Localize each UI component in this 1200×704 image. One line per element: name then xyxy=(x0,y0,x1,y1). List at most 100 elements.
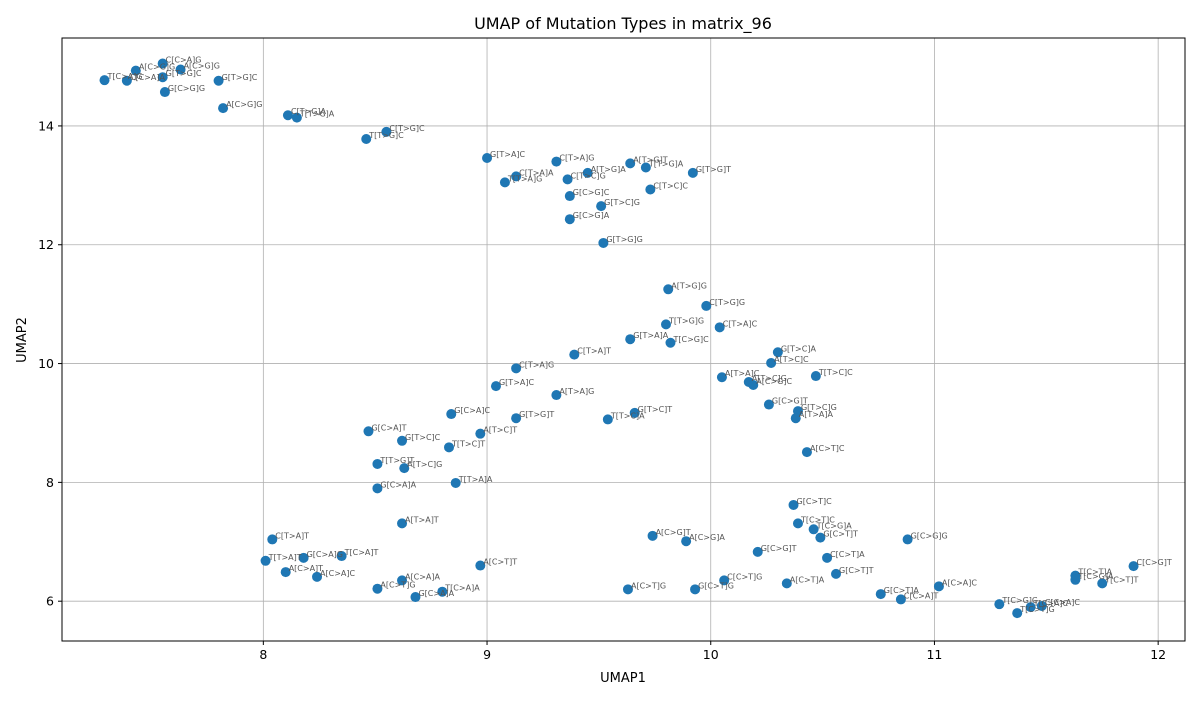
point-label: G[T>A]C xyxy=(490,150,526,159)
point-label: G[C>T]C xyxy=(797,497,833,506)
y-tick-label: 10 xyxy=(38,356,54,371)
scatter-point xyxy=(397,435,408,446)
scatter-point xyxy=(372,458,383,469)
scatter-point xyxy=(562,174,573,185)
scatter-point xyxy=(596,201,607,212)
scatter-point xyxy=(790,413,801,424)
point-label: T[T>G]G xyxy=(668,316,704,325)
point-label: A[C>T]T xyxy=(483,558,517,567)
scatter-point xyxy=(267,534,278,545)
y-tick-label: 12 xyxy=(38,237,54,252)
scatter-point xyxy=(645,184,656,195)
point-label: G[C>G]G xyxy=(168,84,205,93)
point-label: T[T>A]T xyxy=(268,553,302,562)
point-label: A[T>C]G xyxy=(407,460,442,469)
scatter-point xyxy=(1012,608,1023,619)
scatter-point xyxy=(99,75,110,86)
scatter-point xyxy=(781,578,792,589)
point-label: T[T>G]A xyxy=(648,160,684,169)
point-label: T[T>G]C xyxy=(368,131,404,140)
point-label: A[C>A]C xyxy=(942,578,977,587)
point-label: T[C>T]T xyxy=(1104,575,1138,584)
scatter-point xyxy=(622,584,633,595)
point-label: A[T>A]G xyxy=(559,387,594,396)
scatter-point xyxy=(598,237,609,248)
scatter-point xyxy=(282,110,293,121)
point-label: G[T>C]G xyxy=(604,198,640,207)
scatter-point xyxy=(1070,574,1081,585)
point-label: A[T>G]G xyxy=(671,281,707,290)
point-label: G[C>G]T xyxy=(761,544,797,553)
y-axis-ticks: 6 8 10 12 14 xyxy=(38,118,62,609)
scatter-point xyxy=(801,447,812,458)
point-label: G[T>G]T xyxy=(696,165,731,174)
scatter-point xyxy=(564,214,575,225)
point-label: C[C>A]C xyxy=(1045,598,1081,607)
point-label: A[C>G]C xyxy=(756,377,792,386)
point-label: G[T>C]C xyxy=(405,433,441,442)
scatter-point xyxy=(312,571,323,582)
point-label: G[C>A]G xyxy=(307,550,343,559)
scatter-point xyxy=(994,599,1005,610)
scatter-point xyxy=(772,347,783,358)
point-label: G[T>G]C xyxy=(222,73,258,82)
point-label: C[C>G]T xyxy=(1137,558,1172,567)
scatter-point xyxy=(719,575,730,586)
scatter-point xyxy=(490,381,501,392)
scatter-point xyxy=(647,530,658,541)
scatter-point xyxy=(788,499,799,510)
scatter-point xyxy=(665,337,676,348)
point-label: G[C>A]C xyxy=(454,406,490,415)
scatter-point xyxy=(625,334,636,345)
point-label: G[T>G]G xyxy=(606,235,642,244)
point-label: C[T>A]G xyxy=(559,154,594,163)
point-label: A[T>A]A xyxy=(799,410,834,419)
scatter-point xyxy=(450,477,461,488)
point-label: C[T>A]T xyxy=(577,347,611,356)
scatter-point xyxy=(714,322,725,333)
scatter-point xyxy=(822,552,833,563)
point-label: T[T>G]T xyxy=(379,456,414,465)
scatter-point xyxy=(410,592,421,603)
point-labels: C[C>A]GA[C>G]G A[C>G]GG[T>G]CT[C>A]GC[C>A… xyxy=(107,56,1172,615)
point-label: T[C>G]C xyxy=(672,335,709,344)
point-label: G[C>G]A xyxy=(573,211,610,220)
scatter-point xyxy=(298,552,309,563)
point-label: G[T>C]G xyxy=(801,403,837,412)
point-label: G[C>G]C xyxy=(573,188,610,197)
x-axis-label: UMAP1 xyxy=(600,671,646,686)
point-label: A[C>A]A xyxy=(405,572,440,581)
point-label: A[C>G]G xyxy=(139,63,175,72)
point-label: C[T>A]C xyxy=(723,319,758,328)
point-label: T[T>A]A xyxy=(458,475,493,484)
point-label: G[C>T]T xyxy=(839,566,874,575)
point-label: T[T>C]T xyxy=(451,439,485,448)
scatter-point xyxy=(687,167,698,178)
scatter-point xyxy=(260,555,271,566)
point-label: A[C>G]G xyxy=(184,61,220,70)
point-label: A[T>G]T xyxy=(633,155,668,164)
point-label: G[T>A]C xyxy=(499,378,535,387)
point-label: T[T>C]C xyxy=(818,368,853,377)
point-label: A[C>T]C xyxy=(810,444,845,453)
point-label: A[T>C]T xyxy=(483,426,517,435)
scatter-point xyxy=(690,584,701,595)
scatter-point xyxy=(397,575,408,586)
scatter-point xyxy=(875,589,886,600)
chart-title: UMAP of Mutation Types in matrix_96 xyxy=(474,14,772,34)
scatter-point xyxy=(831,568,842,579)
scatter-point xyxy=(808,524,819,535)
point-label: T[C>G]A xyxy=(816,521,853,530)
point-label: C[C>A]T xyxy=(904,591,939,600)
scatter-point xyxy=(157,58,168,69)
point-label: G[C>A]T xyxy=(371,423,406,432)
point-label: T[C>G]A xyxy=(1077,572,1114,581)
scatter-point xyxy=(763,399,774,410)
point-label: T[C>A]T xyxy=(344,548,379,557)
point-label: C[T>A]G xyxy=(519,360,554,369)
grid-lines xyxy=(62,38,1185,641)
scatter-point xyxy=(511,171,522,182)
scatter-point xyxy=(482,153,493,164)
scatter-point xyxy=(564,191,575,202)
